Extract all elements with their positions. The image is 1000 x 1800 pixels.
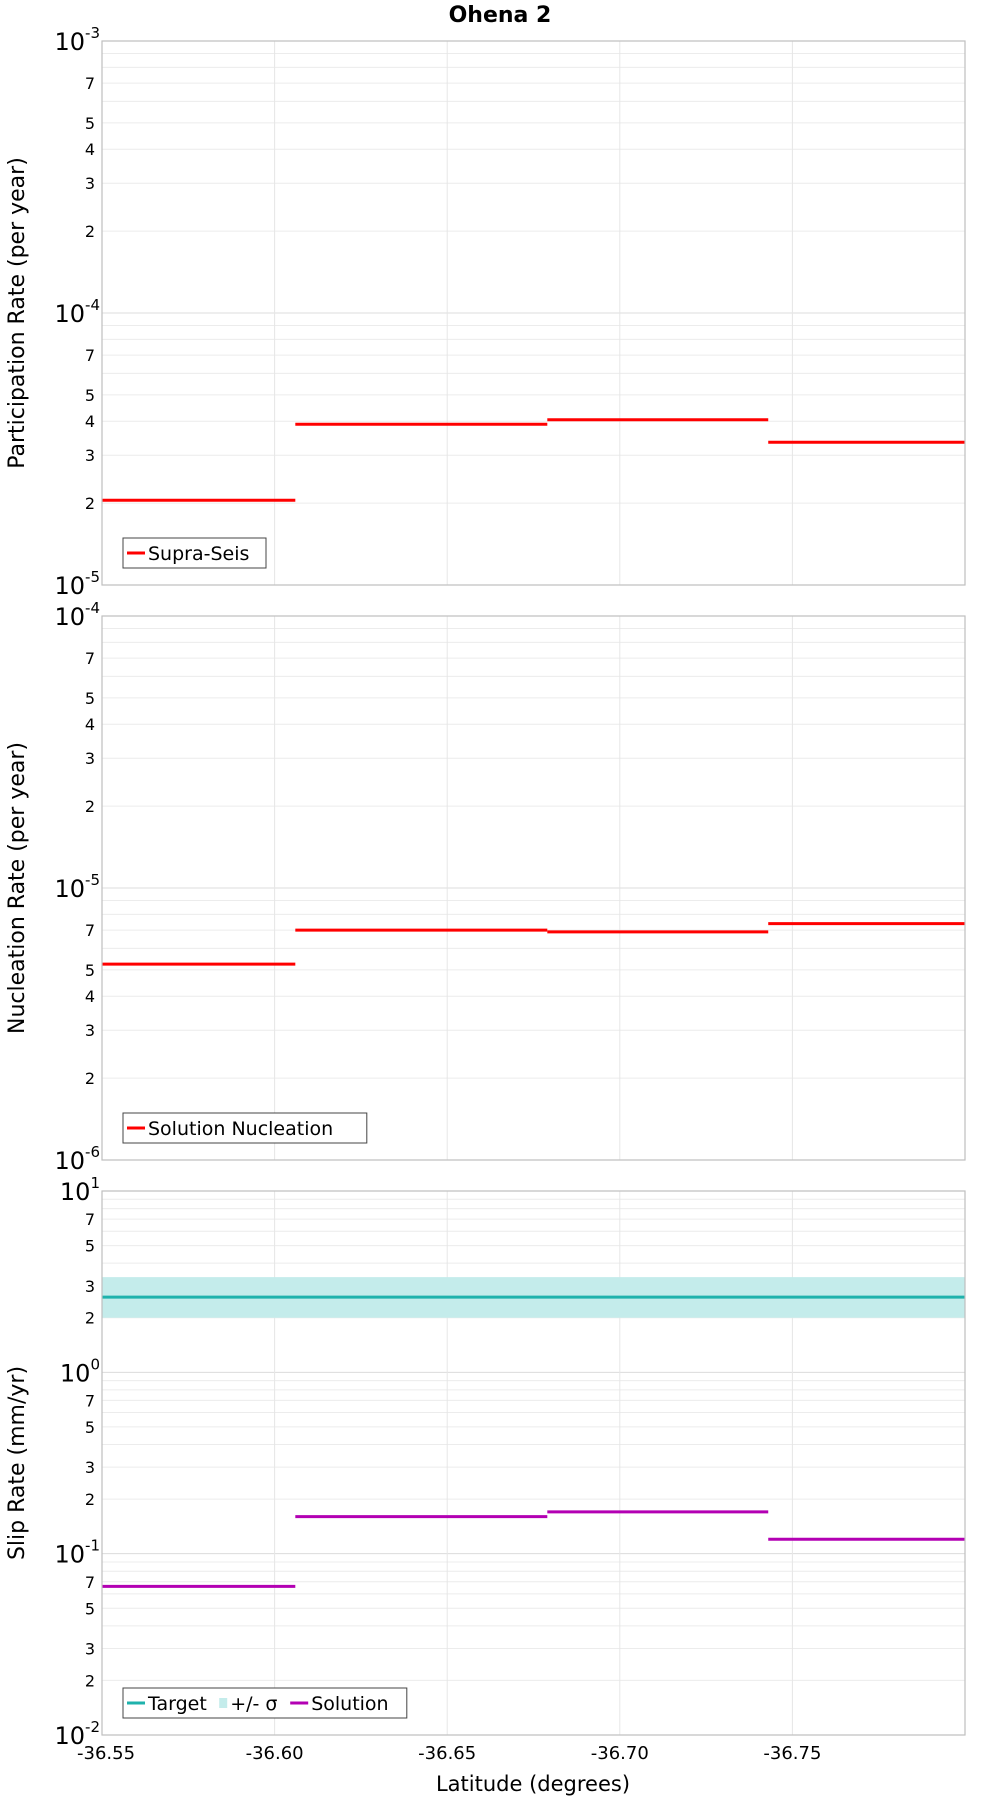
y-major-tick-label: 10-3	[54, 24, 100, 56]
y-minor-tick-label: 5	[85, 386, 95, 405]
y-minor-tick-label: 5	[85, 1237, 95, 1256]
x-tick-label: -36.70	[591, 1743, 649, 1764]
y-minor-tick-label: 2	[85, 1309, 95, 1328]
plot-area	[102, 1191, 965, 1735]
y-minor-tick-label: 5	[85, 961, 95, 980]
y-minor-tick-label: 7	[85, 921, 95, 940]
y-minor-tick-label: 2	[85, 494, 95, 513]
y-minor-tick-label: 7	[85, 649, 95, 668]
y-minor-tick-label: 2	[85, 1069, 95, 1088]
y-major-tick-label: 10-5	[54, 568, 100, 600]
legend: Target +/- σ Solution	[122, 1687, 408, 1719]
y-major-tick-label: 100	[60, 1355, 100, 1387]
y-minor-tick-label: 5	[85, 1418, 95, 1437]
legend-label: Supra-Seis	[148, 543, 249, 565]
x-tick-label: -36.75	[763, 1743, 821, 1764]
y-minor-tick-label: 7	[85, 1573, 95, 1592]
y-major-tick-label: 10-4	[54, 599, 100, 631]
y-major-tick-label: 101	[60, 1174, 100, 1206]
y-major-tick-label: 10-5	[54, 871, 100, 903]
legend: Solution Nucleation	[122, 1112, 368, 1144]
y-axis-label: Nucleation Rate (per year)	[5, 742, 30, 1034]
y-minor-tick-label: 5	[85, 1599, 95, 1618]
panel-2: 10-6 10-5 10-4 2 3 4 5 7 2 3 4 5 7 Nucleation Rate (p…	[5, 599, 966, 1175]
x-tick-label: -36.55	[77, 1743, 135, 1764]
y-minor-tick-label: 2	[85, 1490, 95, 1509]
y-minor-tick-label: 2	[85, 1671, 95, 1690]
legend-label: Solution	[311, 1693, 388, 1715]
y-minor-tick-label: 7	[85, 74, 95, 93]
legend: Supra-Seis	[122, 537, 267, 569]
y-major-tick-label: 10-2	[54, 1718, 100, 1750]
y-minor-tick-label: 3	[85, 1639, 95, 1658]
plot-frame	[101, 40, 966, 586]
legend-box	[122, 1687, 408, 1719]
panel-1: 10-5 10-4 10-3 2 3 4 5 7 2 3 4 5 7 Participation Rate…	[5, 24, 966, 600]
y-minor-tick-label: 4	[85, 987, 95, 1006]
legend-box	[122, 1112, 368, 1144]
y-minor-tick-label: 3	[85, 174, 95, 193]
y-minor-tick-label: 7	[85, 1210, 95, 1229]
legend-label: Target	[147, 1693, 207, 1715]
plot-frame	[101, 1190, 966, 1736]
y-minor-tick-label: 3	[85, 749, 95, 768]
y-minor-tick-label: 7	[85, 1391, 95, 1410]
panel-3: 10-2 10-1 100 101 2 3 5 7 2 3 5 7 2 3 5 7 Slip Rate (mm/…	[5, 1174, 966, 1764]
y-minor-tick-label: 5	[85, 114, 95, 133]
y-minor-tick-label: 4	[85, 412, 95, 431]
y-major-tick-label: 10-4	[54, 296, 100, 328]
legend-swatch	[219, 1698, 228, 1708]
y-minor-tick-label: 4	[85, 715, 95, 734]
y-major-tick-label: 10-1	[54, 1537, 100, 1569]
y-axis-label: Participation Rate (per year)	[5, 157, 30, 469]
legend-label: +/- σ	[230, 1693, 277, 1715]
y-axis-label: Slip Rate (mm/yr)	[5, 1366, 30, 1560]
y-minor-tick-label: 3	[85, 1021, 95, 1040]
legend-box	[122, 537, 267, 569]
plot-frame	[101, 615, 966, 1161]
y-minor-tick-label: 4	[85, 140, 95, 159]
y-minor-tick-label: 3	[85, 1458, 95, 1477]
x-tick-label: -36.60	[246, 1743, 304, 1764]
y-minor-tick-label: 2	[85, 222, 95, 241]
chart-title: Ohena 2	[449, 3, 552, 28]
y-major-tick-label: 10-6	[54, 1143, 100, 1175]
x-tick-label: -36.65	[418, 1743, 476, 1764]
y-minor-tick-label: 5	[85, 689, 95, 708]
y-minor-tick-label: 3	[85, 446, 95, 465]
y-minor-tick-label: 2	[85, 797, 95, 816]
y-minor-tick-label: 3	[85, 1277, 95, 1296]
y-minor-tick-label: 7	[85, 346, 95, 365]
x-axis-label: Latitude (degrees)	[436, 1772, 630, 1796]
legend-label: Solution Nucleation	[148, 1118, 333, 1140]
